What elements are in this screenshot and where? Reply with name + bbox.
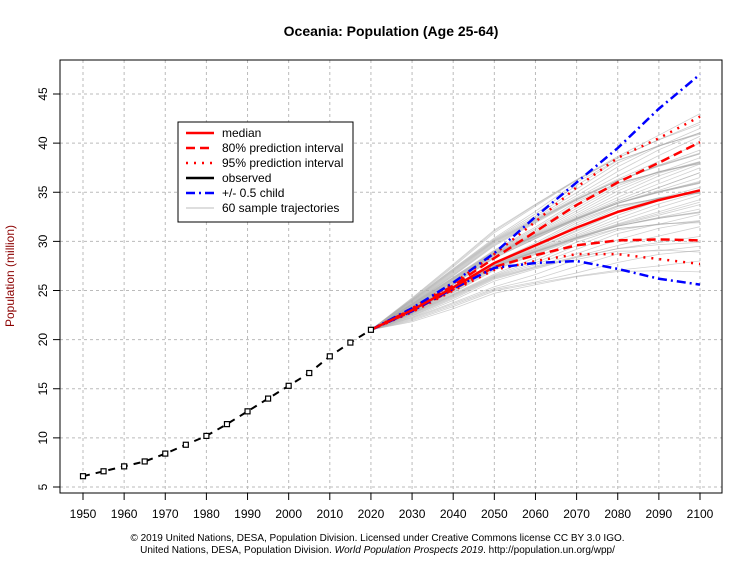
x-tick-label: 2030: [399, 507, 426, 521]
median-line: [370, 189, 701, 331]
y-tick-label: 25: [36, 284, 50, 298]
sample-trajectories: [370, 113, 701, 331]
sample-trajectory: [370, 260, 701, 331]
legend-label: 95% prediction interval: [222, 156, 343, 170]
observed-point: [100, 468, 107, 475]
x-tick-label: 2060: [522, 507, 549, 521]
sample-trajectory: [370, 270, 701, 331]
series: [79, 73, 701, 480]
x-tick-label: 2040: [440, 507, 467, 521]
x-tick-label: 2090: [646, 507, 673, 521]
footer-citation-suffix: . http://population.un.org/wpp/: [483, 545, 615, 556]
x-tick-label: 1970: [152, 507, 179, 521]
y-tick-label: 45: [36, 87, 50, 101]
y-axis: 5 10 15 20 25 30 35 40 45: [36, 87, 60, 490]
x-tick-label: 2020: [358, 507, 385, 521]
grid: [60, 60, 722, 493]
sample-trajectory: [370, 135, 701, 331]
y-tick-label: 30: [36, 234, 50, 248]
footer-citation-prefix: United Nations, DESA, Population Divisio…: [140, 545, 335, 556]
x-tick-label: 2010: [316, 507, 343, 521]
legend-label: 60 sample trajectories: [222, 201, 339, 215]
observed-point: [162, 450, 169, 457]
sample-trajectory: [370, 132, 701, 331]
observed-point: [306, 369, 313, 377]
observed-point: [121, 463, 128, 470]
observed-point: [182, 441, 189, 448]
observed-point: [79, 473, 87, 480]
half-child-upper-line: [370, 73, 701, 331]
footer-citation-title: World Population Prospects 2019: [334, 545, 484, 556]
chart-title: Oceania: Population (Age 25-64): [284, 23, 499, 39]
observed-point: [285, 382, 292, 389]
observed-point: [347, 339, 354, 346]
sample-trajectory: [370, 245, 701, 331]
observed-point: [265, 395, 272, 402]
observed-point: [203, 432, 210, 440]
legend-box: [177, 121, 354, 223]
y-tick-label: 5: [36, 483, 50, 490]
sample-trajectory: [370, 226, 701, 331]
observed-point: [326, 353, 333, 360]
legend-label: +/- 0.5 child: [222, 186, 284, 200]
y-tick-label: 20: [36, 333, 50, 347]
x-tick-label: 1950: [70, 507, 97, 521]
x-tick-label: 1980: [193, 507, 220, 521]
sample-trajectory: [370, 113, 701, 331]
x-tick-label: 2070: [563, 507, 590, 521]
x-tick-label: 1990: [234, 507, 261, 521]
pi95-lower-line: [370, 252, 701, 331]
x-axis: 1950 1960 1970 1980 1990 2000 2010 2020 2030 2040…: [70, 493, 714, 521]
sample-trajectory: [370, 220, 701, 331]
footer-copyright: © 2019 United Nations, DESA, Population …: [130, 533, 625, 544]
sample-trajectory: [370, 127, 701, 331]
x-tick-label: 2100: [687, 507, 714, 521]
y-tick-label: 15: [36, 382, 50, 396]
observed-point: [223, 421, 231, 428]
legend-label: 80% prediction interval: [222, 141, 343, 155]
sample-trajectory: [370, 132, 701, 331]
sample-trajectory: [370, 142, 701, 331]
observed-point: [367, 326, 375, 333]
y-tick-label: 35: [36, 185, 50, 199]
sample-trajectory: [370, 221, 701, 331]
sample-trajectory: [370, 236, 701, 331]
sample-trajectory: [370, 149, 701, 331]
y-tick-label: 10: [36, 431, 50, 445]
y-axis-label: Population (million): [3, 225, 17, 327]
plot-frame: [59, 59, 723, 494]
legend-label: median: [222, 126, 261, 140]
x-tick-label: 2050: [481, 507, 508, 521]
x-tick-label: 1960: [111, 507, 138, 521]
x-tick-label: 2080: [604, 507, 631, 521]
y-tick-label: 40: [36, 136, 50, 150]
legend-label: observed: [222, 171, 271, 185]
footer-citation: United Nations, DESA, Population Divisio…: [0, 545, 755, 557]
sample-trajectory: [370, 121, 701, 331]
observed-line: [82, 328, 372, 478]
x-tick-label: 2000: [275, 507, 302, 521]
observed-point: [244, 408, 251, 415]
sample-trajectory: [370, 153, 701, 331]
observed-point: [141, 458, 148, 465]
sample-trajectory: [370, 211, 701, 331]
sample-trajectory: [370, 242, 701, 331]
